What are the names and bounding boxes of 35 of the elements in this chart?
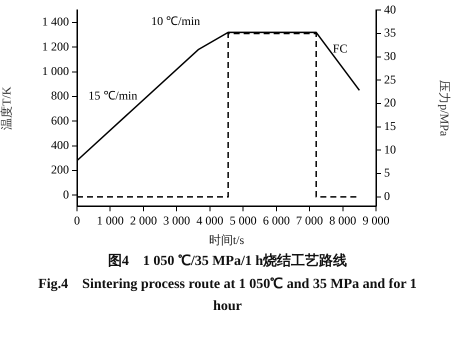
y2-tick-label: 40 — [384, 2, 396, 16]
x-tick-label: 1 000 — [96, 214, 124, 228]
y2-tick-label: 20 — [384, 96, 396, 110]
x-tick-label: 5 000 — [230, 214, 257, 228]
y2-tick-label: 35 — [384, 26, 396, 40]
text: 图4 1 050 ℃/35 MPa/1 h烧结工艺路线 — [106, 252, 348, 270]
y-tick-label: 800 — [51, 88, 69, 103]
y2-tick-label: 30 — [384, 49, 396, 64]
text: Fig.4 Sintering process route at 1 050℃ and 35 MPa and for 1 hour — [37, 276, 418, 316]
y2-tick-label: 15 — [384, 119, 396, 134]
y-tick-label: 1 000 — [42, 64, 69, 78]
y-tick-label: 400 — [51, 138, 69, 152]
annotation: 15 ℃/min — [88, 88, 138, 103]
x-axis-title: 时间t/s — [208, 232, 244, 247]
y-tick-label: 600 — [51, 113, 69, 128]
x-tick-label: 3 000 — [163, 214, 190, 228]
x-tick-label: 0 — [74, 214, 80, 228]
x-tick-label: 8 000 — [329, 214, 356, 228]
y2-tick-label: 10 — [384, 142, 396, 156]
x-tick-label: 6 000 — [262, 214, 290, 228]
x-tick-label: 2 000 — [130, 214, 157, 228]
y-tick-label: 1 400 — [42, 14, 69, 29]
y2-tick-label: 5 — [384, 166, 390, 180]
y-tick-label: 200 — [51, 162, 69, 177]
x-tick-label: 9 000 — [362, 214, 390, 228]
y-axis-title: 温度T/K — [0, 86, 14, 130]
y-tick-label: 1 200 — [42, 39, 69, 54]
y2-axis-title: 压力p/MPa — [438, 80, 452, 137]
annotation: FC — [332, 42, 348, 56]
x-tick-label: 4 000 — [196, 214, 224, 228]
y2-tick-label: 0 — [384, 189, 390, 204]
x-tick-label: 7 000 — [296, 214, 324, 228]
y2-tick-label: 25 — [384, 72, 396, 86]
annotation: 10 ℃/min — [151, 14, 200, 28]
y-tick-label: 0 — [63, 187, 69, 202]
